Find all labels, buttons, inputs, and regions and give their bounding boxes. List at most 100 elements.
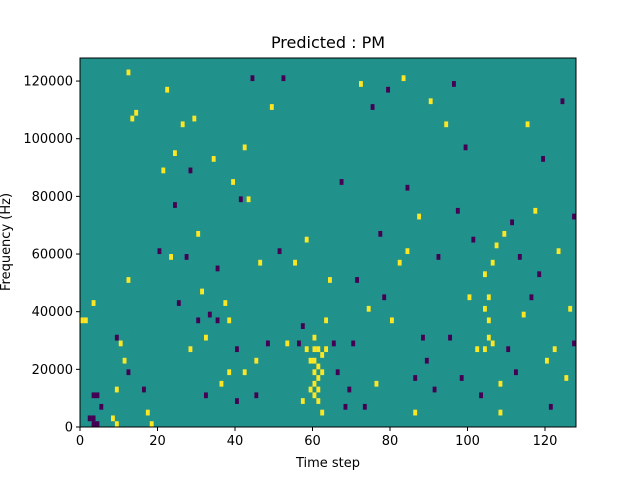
heatmap-cell	[572, 213, 577, 220]
heatmap-cell	[467, 294, 472, 301]
heatmap-cell	[494, 242, 499, 249]
heatmap-cell	[246, 196, 251, 203]
heatmap-cell	[169, 254, 174, 260]
heatmap-cell	[83, 317, 88, 324]
heatmap-cell	[204, 392, 208, 399]
heatmap-cell	[483, 271, 487, 278]
heatmap-cell	[114, 421, 119, 427]
heatmap-cell	[211, 156, 216, 162]
heatmap-cell	[405, 248, 410, 255]
heatmap-cell	[533, 207, 538, 214]
heatmap-cell	[552, 346, 557, 353]
heatmap-cell	[312, 346, 317, 353]
heatmap-cell	[91, 421, 96, 427]
heatmap-cell	[514, 369, 518, 376]
heatmap-cell	[455, 207, 460, 214]
y-tick-label: 120000	[23, 75, 73, 90]
heatmap-cell	[204, 334, 208, 341]
heatmap-cell	[196, 230, 201, 237]
heatmap-cell	[490, 340, 495, 347]
heatmap-cell	[80, 317, 84, 324]
heatmap-cell	[428, 98, 433, 105]
heatmap-cell	[320, 369, 325, 376]
y-tick-label: 20000	[32, 363, 73, 378]
heatmap-cell	[300, 323, 305, 329]
x-tick-label: 120	[533, 434, 558, 449]
heatmap-cell	[343, 403, 348, 410]
heatmap-cell	[180, 121, 185, 128]
heatmap-cell	[95, 421, 100, 427]
heatmap-cell	[312, 357, 317, 364]
heatmap-cell	[448, 334, 453, 341]
heatmap-cell	[545, 357, 549, 364]
heatmap-cell	[502, 230, 507, 237]
heatmap-cell	[335, 369, 340, 376]
heatmap-cell	[382, 294, 387, 301]
heatmap-cell	[99, 403, 104, 410]
heatmap-cell	[444, 121, 449, 128]
heatmap-background	[80, 58, 576, 427]
heatmap-cell	[238, 196, 243, 203]
heatmap-cell	[378, 230, 383, 237]
heatmap-cell	[297, 340, 301, 347]
heatmap-cell	[312, 334, 317, 341]
heatmap-cell	[196, 317, 201, 324]
x-tick-label: 100	[455, 434, 480, 449]
heatmap-cell	[242, 144, 247, 151]
heatmap-cell	[483, 305, 487, 312]
heatmap-cell	[266, 340, 270, 347]
heatmap-cell	[401, 75, 406, 82]
heatmap-cell	[269, 104, 274, 110]
heatmap-cell	[188, 167, 193, 174]
heatmap-cell	[568, 305, 573, 312]
heatmap-cell	[525, 121, 530, 128]
heatmap-cell	[219, 380, 224, 387]
heatmap-cell	[486, 317, 491, 324]
heatmap-cell	[126, 277, 131, 283]
heatmap-cell	[316, 386, 321, 393]
heatmap-cell	[308, 386, 313, 393]
heatmap-cell	[316, 346, 321, 353]
heatmap-cell	[91, 392, 96, 399]
x-tick-label: 40	[227, 434, 244, 449]
heatmap-cell	[475, 346, 480, 353]
heatmap-cell	[397, 259, 402, 266]
heatmap-cell	[285, 340, 290, 347]
heatmap-cell	[351, 340, 356, 347]
heatmap-cell	[390, 317, 394, 324]
heatmap-cell	[184, 254, 189, 260]
heatmap-cell	[556, 248, 561, 255]
heatmap-cell	[320, 352, 325, 358]
heatmap-cell	[316, 363, 321, 370]
heatmap-cell	[328, 277, 332, 283]
heatmap-cell	[459, 375, 464, 381]
heatmap-cell	[529, 294, 534, 301]
heatmap-cell	[432, 386, 437, 393]
heatmap-cell	[517, 254, 522, 260]
heatmap-cell	[417, 213, 422, 220]
heatmap-cell	[479, 392, 484, 399]
heatmap-cell	[316, 398, 321, 404]
heatmap-cell	[486, 334, 491, 341]
heatmap-cell	[421, 334, 425, 341]
y-axis-label: Frequency (Hz)	[0, 193, 14, 291]
heatmap-cell	[339, 179, 344, 185]
heatmap-cell	[308, 357, 313, 364]
x-tick-label: 20	[149, 434, 166, 449]
heatmap-cell	[114, 334, 119, 341]
heatmap-cell	[486, 294, 491, 301]
heatmap-cell	[463, 144, 468, 151]
heatmap-cell	[192, 115, 197, 122]
heatmap-cell	[320, 409, 325, 416]
heatmap-cell	[161, 167, 166, 174]
heatmap-cell	[200, 288, 205, 295]
heatmap-cell	[405, 184, 410, 191]
heatmap-cell	[91, 300, 96, 306]
heatmap-cell	[304, 236, 309, 243]
heatmap-cell	[572, 340, 577, 347]
heatmap-cell	[452, 81, 456, 87]
heatmap-cell	[227, 317, 232, 324]
heatmap-cell	[258, 259, 263, 266]
heatmap-cell	[510, 219, 515, 226]
heatmap-cell	[300, 398, 305, 404]
